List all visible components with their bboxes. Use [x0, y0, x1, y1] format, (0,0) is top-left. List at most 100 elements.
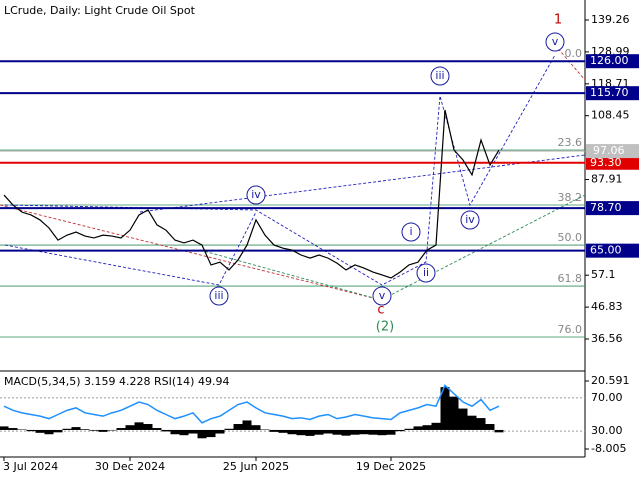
macd-bar — [413, 426, 423, 430]
macd-bar — [476, 418, 486, 430]
y-tick-label: -8.005 — [591, 442, 626, 455]
y-tick-label: 139.26 — [591, 13, 630, 26]
wave-label-circle — [246, 185, 266, 205]
wave-line — [554, 44, 586, 81]
wave-label: iii — [435, 69, 444, 82]
macd-bar — [179, 429, 189, 436]
macd-bar — [80, 429, 90, 430]
fib-label: 23.6 — [558, 136, 583, 149]
wave-label: 1 — [554, 13, 562, 28]
macd-bar — [323, 429, 333, 434]
wave-label-circle — [401, 222, 421, 242]
y-tick-label: 46.83 — [591, 300, 623, 313]
wave-label: c — [377, 303, 384, 318]
macd-bar — [341, 429, 351, 436]
macd-bar — [296, 429, 306, 436]
macd-bar — [305, 429, 315, 436]
level-label-box — [586, 54, 639, 69]
fib-label: 50.0 — [558, 231, 583, 244]
macd-bar — [287, 429, 297, 435]
wave-label: iv — [251, 188, 261, 201]
x-tick-label: 19 Dec 2025 — [356, 460, 426, 473]
macd-bar — [143, 424, 153, 430]
y2-tick-label: 70.00 — [591, 391, 623, 404]
level-label-box — [586, 201, 639, 216]
wave-label: i — [409, 225, 412, 238]
wave-line — [4, 211, 257, 286]
level-label-box — [586, 155, 639, 170]
wave-label-circle — [545, 32, 565, 52]
macd-bar — [62, 428, 72, 430]
y2-tick-label: 30.00 — [591, 424, 623, 437]
price-line — [3, 109, 500, 279]
wave-label-circle — [460, 210, 480, 230]
level-label: 78.70 — [590, 201, 622, 214]
indicator-title: MACD(5,34,5) 3.159 4.228 RSI(14) 49.94 — [4, 375, 229, 388]
macd-bar — [116, 428, 126, 430]
level-label: 115.70 — [590, 86, 629, 99]
macd-bar — [8, 428, 18, 430]
macd-bar — [440, 387, 450, 430]
macd-bar — [161, 429, 171, 432]
macd-bar — [368, 429, 378, 435]
x-tick-label: 30 Dec 2024 — [95, 460, 165, 473]
macd-bar — [89, 429, 99, 431]
macd-bar — [224, 428, 234, 430]
macd-bar — [422, 425, 432, 430]
level-label: 126.00 — [590, 54, 629, 67]
macd-bar — [134, 422, 144, 430]
macd-bar — [206, 429, 216, 438]
wave-label-circle — [372, 286, 392, 306]
macd-bar — [53, 429, 63, 433]
chart-title: LCrude, Daily: Light Crude Oil Spot — [4, 4, 196, 17]
macd-bar — [242, 420, 252, 430]
wave-label-circle — [416, 263, 436, 283]
x-tick-label: 25 Jun 2025 — [223, 460, 289, 473]
macd-bar — [269, 429, 279, 432]
macd-bar — [278, 429, 288, 433]
macd-bar — [467, 415, 477, 430]
y-tick-label: 108.45 — [591, 109, 630, 122]
level-label-box — [586, 86, 639, 101]
fib-label: 38.2 — [558, 191, 583, 204]
macd-bar — [377, 429, 387, 436]
macd-bar — [197, 429, 207, 439]
macd-bar — [0, 426, 9, 430]
wave-line — [0, 204, 382, 301]
level-label: 65.00 — [590, 244, 622, 257]
macd-bar — [494, 429, 504, 433]
rsi-line — [3, 384, 500, 424]
y-tick-label: 20.591 — [591, 374, 630, 387]
macd-bar — [35, 429, 45, 433]
macd-bar — [350, 429, 360, 435]
macd-bar — [152, 428, 162, 430]
macd-bar — [44, 429, 54, 435]
macd-bar — [359, 429, 369, 435]
macd-bar — [188, 429, 198, 434]
macd-bar — [71, 427, 81, 430]
macd-bar — [332, 429, 342, 435]
wave-label: v — [552, 35, 559, 48]
wave-label-circle — [430, 66, 450, 86]
macd-bar — [170, 429, 180, 435]
current-price-box — [586, 144, 639, 159]
wave-line — [4, 54, 556, 286]
wave-label: ii — [423, 266, 429, 279]
macd-bar — [251, 425, 261, 430]
wave-label: iii — [214, 289, 223, 302]
level-label: 93.30 — [590, 156, 622, 169]
current-price-label: 97.06 — [593, 144, 625, 157]
y-tick-label: 36.56 — [591, 332, 623, 345]
fib-label: 76.0 — [558, 323, 583, 336]
macd-bar — [26, 429, 36, 432]
macd-bar — [233, 424, 243, 430]
y-tick-label: 87.91 — [591, 173, 623, 186]
macd-bar — [386, 429, 396, 435]
y-tick-label: 57.1 — [591, 268, 616, 281]
macd-bar — [125, 425, 135, 430]
macd-bar — [314, 429, 324, 435]
macd-bar — [395, 429, 405, 432]
macd-bar — [404, 428, 414, 430]
wave-label: (2) — [376, 320, 394, 335]
